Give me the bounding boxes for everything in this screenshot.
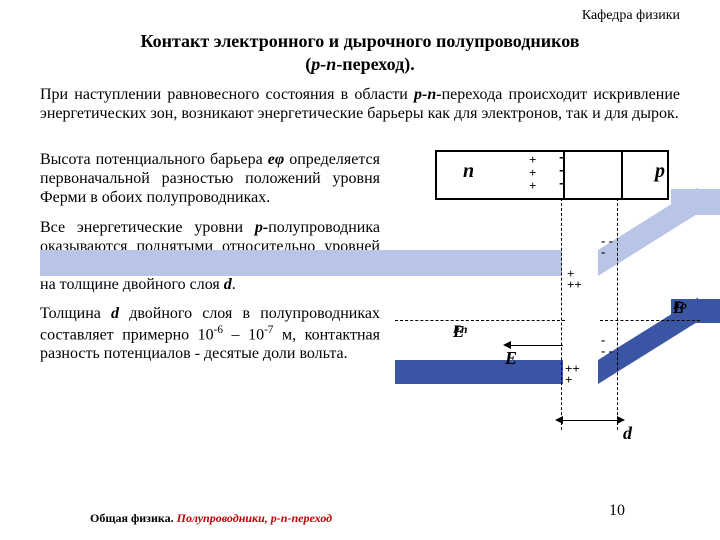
slide-title: Контакт электронного и дырочного полупро… — [0, 30, 720, 75]
intro-t1: При наступлении равновесного состояния в… — [40, 86, 414, 103]
valence-band-left — [395, 360, 563, 384]
p3-t3: – 10 — [223, 326, 264, 343]
department-label: Кафедра физики — [582, 8, 680, 24]
conduction-band-right — [671, 189, 720, 215]
junction-line-right — [621, 152, 623, 198]
slope-minus-upper: - - - — [601, 235, 613, 257]
title-pn: p-n — [311, 54, 336, 74]
p3-sup1: -6 — [214, 324, 223, 336]
intro-em: p-n- — [414, 86, 442, 103]
p3-t1: Толщина — [40, 305, 111, 322]
footer-prefix: Общая физика. — [90, 511, 177, 525]
pn-junction-diagram: n p + + + - - - EFn EFp + ++ - - - ++ + … — [395, 150, 695, 480]
footer-text: Общая физика. Полупроводники, p-n-перехо… — [90, 511, 332, 526]
slope-plus-lower: ++ + — [565, 363, 580, 385]
fermi-line-n — [395, 320, 565, 321]
page-number: 10 — [609, 502, 625, 520]
slope-minus-lower: - - - — [601, 334, 613, 356]
plus-charges-box: + + + — [529, 153, 536, 192]
p2-t1: Все энергетические уровни — [40, 219, 255, 236]
slope-plus-upper: + ++ — [567, 268, 582, 290]
d-arrow-left — [555, 416, 563, 424]
title-line1: Контакт электронного и дырочного полупро… — [140, 31, 579, 51]
depletion-edge-left — [561, 198, 562, 430]
para-3: Толщина d двойного слоя в полупроводника… — [40, 304, 380, 363]
minus-charges-box: - - - — [559, 150, 565, 189]
depletion-edge-right — [617, 198, 618, 430]
e-field-label: E — [505, 348, 517, 369]
intro-paragraph: При наступлении равновесного состояния в… — [40, 85, 680, 123]
p2-em3: d — [224, 276, 232, 293]
p1-em: eφ — [268, 151, 284, 168]
footer-red: Полупроводники, p-n-переход — [177, 511, 332, 525]
d-dimension-line — [561, 420, 619, 421]
fermi-line-p — [600, 320, 700, 321]
p1-t1: Высота потенциального барьера — [40, 151, 268, 168]
p3-em1: d — [111, 305, 119, 322]
para-1: Высота потенциального барьера eφ определ… — [40, 150, 380, 208]
n-region-label: n — [463, 160, 474, 183]
d-label: d — [623, 423, 632, 444]
p3-sup2: -7 — [264, 324, 273, 336]
p-region-label: p — [655, 160, 665, 183]
title-line2-tail: -переход). — [336, 54, 414, 74]
conduction-band-left — [40, 250, 562, 276]
p2-em1: p- — [255, 219, 268, 236]
p2-t4: . — [232, 276, 236, 293]
e-field-line — [507, 345, 563, 346]
